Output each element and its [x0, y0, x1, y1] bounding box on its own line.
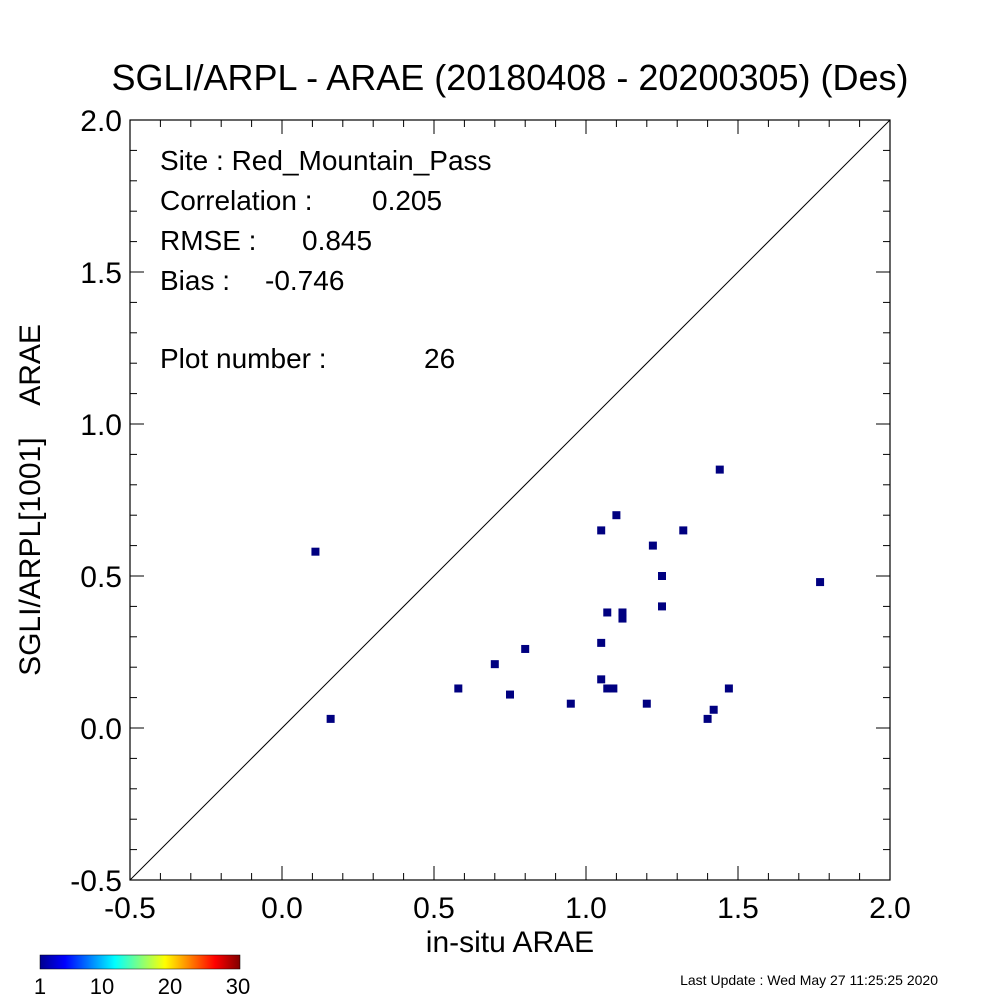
data-point	[597, 675, 606, 684]
colorbar-tick-label: 1	[34, 974, 46, 999]
x-tick-label: 1.0	[565, 892, 607, 925]
colorbar-tick-label: 10	[90, 974, 114, 999]
y-tick-label: 1.0	[80, 409, 122, 442]
data-point	[566, 699, 575, 708]
data-point	[603, 608, 612, 617]
data-point	[724, 684, 733, 693]
data-point	[597, 526, 606, 535]
data-point	[609, 684, 618, 693]
stat-plot-number-value: 26	[424, 343, 455, 374]
plot-frame	[129, 119, 891, 881]
y-tick-label: -0.5	[70, 865, 122, 898]
last-update-text: Last Update : Wed May 27 11:25:25 2020	[680, 972, 938, 988]
colorbar: 1 10 20 30	[34, 954, 250, 999]
data-point	[506, 690, 514, 699]
chart-title: SGLI/ARPL - ARAE (20180408 - 20200305) (…	[111, 57, 908, 98]
data-point	[709, 705, 718, 714]
y-tick-label: 0.5	[80, 561, 122, 594]
data-point	[648, 541, 657, 550]
data-point	[326, 714, 335, 723]
one-to-one-line	[129, 119, 891, 881]
colorbar-gradient	[39, 954, 241, 970]
x-tick-label: 0.0	[261, 892, 303, 925]
data-point	[618, 614, 627, 623]
x-axis-ticks: -0.5 0.0 0.5 1.0 1.5 2.0	[104, 120, 911, 925]
data-point	[311, 547, 320, 556]
y-tick-label: 1.5	[80, 257, 122, 290]
data-point	[490, 660, 499, 669]
data-point	[658, 572, 666, 580]
data-points	[311, 465, 825, 723]
data-point	[603, 684, 612, 693]
y-tick-label: 2.0	[80, 105, 122, 138]
stat-correlation-label: Correlation :	[160, 185, 313, 216]
data-point	[703, 714, 712, 723]
stat-correlation-value: 0.205	[372, 185, 442, 216]
y-tick-label: 0.0	[80, 713, 122, 746]
stat-site: Site : Red_Mountain_Pass	[160, 145, 492, 176]
colorbar-tick-label: 30	[226, 974, 250, 999]
x-tick-label: 2.0	[869, 892, 911, 925]
data-point	[816, 578, 825, 587]
y-axis-label: SGLI/ARPL[1001] ARAE	[14, 324, 47, 676]
data-point	[521, 644, 530, 653]
data-point	[679, 526, 688, 535]
x-axis-label: in-situ ARAE	[426, 926, 594, 959]
stat-bias-value: -0.746	[265, 265, 344, 296]
data-point	[597, 638, 606, 647]
x-tick-label: 1.5	[717, 892, 759, 925]
data-point	[642, 699, 651, 708]
x-tick-label: 0.5	[413, 892, 455, 925]
stats-box: Site : Red_Mountain_Pass Correlation : 0…	[160, 145, 492, 374]
x-tick-label: -0.5	[104, 892, 156, 925]
colorbar-tick-label: 20	[158, 974, 182, 999]
data-point	[454, 684, 463, 693]
data-point	[658, 602, 666, 611]
stat-bias-label: Bias :	[160, 265, 230, 296]
data-point	[715, 465, 724, 474]
data-point	[612, 511, 621, 520]
stat-rmse-value: 0.845	[302, 225, 372, 256]
stat-rmse-label: RMSE :	[160, 225, 256, 256]
y-axis-ticks: -0.5 0.0 0.5 1.0 1.5 2.0	[70, 105, 890, 898]
data-point	[618, 608, 627, 617]
stat-plot-number-label: Plot number :	[160, 343, 327, 374]
